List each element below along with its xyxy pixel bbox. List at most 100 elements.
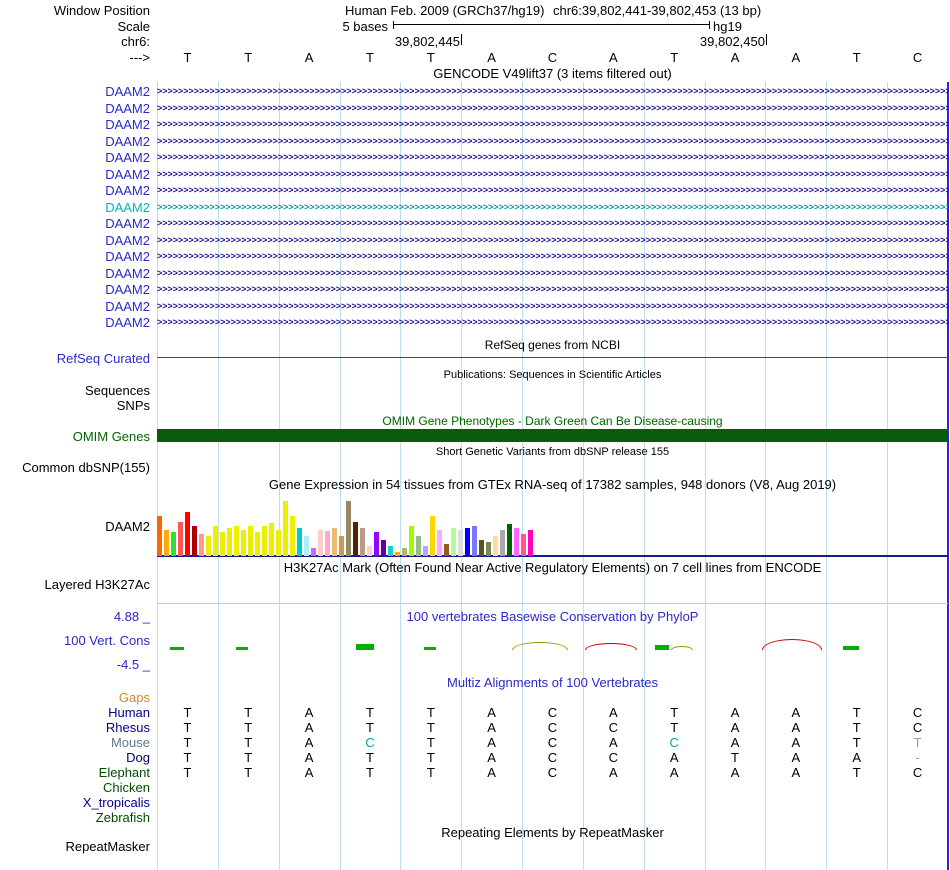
gtex-expression-bar[interactable]	[199, 534, 204, 556]
omim-track-title[interactable]: OMIM Gene Phenotypes - Dark Green Can Be…	[382, 414, 723, 428]
gtex-expression-bar[interactable]	[479, 540, 484, 556]
gtex-gene-label[interactable]: DAAM2	[105, 519, 150, 534]
gencode-gene-label[interactable]: DAAM2	[105, 298, 150, 314]
gtex-expression-bar[interactable]	[304, 536, 309, 556]
gtex-expression-bar[interactable]	[409, 526, 414, 556]
gtex-expression-bar[interactable]	[276, 530, 281, 556]
multiz-species-label[interactable]: X_tropicalis	[82, 795, 150, 810]
gencode-gene-label[interactable]: DAAM2	[105, 84, 150, 99]
gtex-expression-bar[interactable]	[402, 548, 407, 556]
refseq-track-title[interactable]: RefSeq genes from NCBI	[484, 338, 621, 352]
transcript-arrows[interactable]: >>>>>>>>>>>>>>>>>>>>>>>>>>>>>>>>>>>>>>>>…	[157, 267, 948, 278]
gtex-expression-bar[interactable]	[157, 516, 162, 556]
multiz-species-label[interactable]: Mouse	[110, 735, 150, 750]
multiz-species-label[interactable]: Gaps	[118, 690, 150, 705]
gencode-gene-label[interactable]: DAAM2	[105, 249, 150, 264]
transcript-arrows[interactable]: >>>>>>>>>>>>>>>>>>>>>>>>>>>>>>>>>>>>>>>>…	[157, 234, 948, 245]
multiz-species-label[interactable]: Zebrafish	[95, 810, 150, 825]
multiz-species-label[interactable]: Human	[108, 705, 150, 720]
gtex-expression-bar[interactable]	[423, 546, 428, 556]
dbsnp-track-title[interactable]: Short Genetic Variants from dbSNP releas…	[435, 446, 670, 458]
gtex-expression-bar[interactable]	[521, 534, 526, 556]
conservation-track-title[interactable]: 100 vertebrates Basewise Conservation by…	[406, 609, 699, 624]
gtex-expression-bar[interactable]	[185, 512, 190, 556]
transcript-arrows[interactable]: >>>>>>>>>>>>>>>>>>>>>>>>>>>>>>>>>>>>>>>>…	[157, 284, 948, 294]
gtex-expression-bar[interactable]	[318, 530, 323, 556]
gtex-expression-bar[interactable]	[360, 528, 365, 556]
transcript-arrows[interactable]: >>>>>>>>>>>>>>>>>>>>>>>>>>>>>>>>>>>>>>>>…	[157, 201, 948, 212]
gtex-expression-bar[interactable]	[255, 532, 260, 556]
gencode-gene-label[interactable]: DAAM2	[105, 315, 150, 330]
gencode-gene-label[interactable]: DAAM2	[105, 100, 150, 116]
gtex-expression-bar[interactable]	[367, 546, 372, 556]
gtex-expression-bar[interactable]	[248, 526, 253, 556]
gtex-expression-bar[interactable]	[416, 536, 421, 556]
gtex-expression-bar[interactable]	[353, 522, 358, 556]
gencode-track-title[interactable]: GENCODE V49lift37 (3 items filtered out)	[433, 66, 672, 81]
gtex-expression-bar[interactable]	[374, 532, 379, 556]
transcript-arrows[interactable]: >>>>>>>>>>>>>>>>>>>>>>>>>>>>>>>>>>>>>>>>…	[157, 218, 948, 228]
multiz-species-label[interactable]: Elephant	[98, 765, 150, 780]
gtex-expression-bar[interactable]	[430, 516, 435, 556]
publications-track-title[interactable]: Publications: Sequences in Scientific Ar…	[443, 369, 662, 381]
gencode-gene-label[interactable]: DAAM2	[105, 199, 150, 215]
h3k27ac-label[interactable]: Layered H3K27Ac	[44, 577, 150, 592]
gtex-expression-bar[interactable]	[332, 528, 337, 556]
transcript-arrows[interactable]: >>>>>>>>>>>>>>>>>>>>>>>>>>>>>>>>>>>>>>>>…	[157, 102, 948, 113]
gtex-expression-bar[interactable]	[346, 501, 351, 556]
gtex-expression-bar[interactable]	[297, 528, 302, 556]
gtex-expression-bar[interactable]	[283, 501, 288, 556]
gtex-expression-bar[interactable]	[500, 530, 505, 556]
gencode-gene-label[interactable]: DAAM2	[105, 117, 150, 132]
conservation-label[interactable]: 100 Vert. Cons	[64, 633, 150, 648]
gtex-expression-bar[interactable]	[444, 544, 449, 556]
transcript-arrows[interactable]: >>>>>>>>>>>>>>>>>>>>>>>>>>>>>>>>>>>>>>>>…	[157, 152, 948, 162]
transcript-arrows[interactable]: >>>>>>>>>>>>>>>>>>>>>>>>>>>>>>>>>>>>>>>>…	[157, 300, 948, 311]
gtex-expression-bar[interactable]	[164, 530, 169, 556]
gtex-expression-bar[interactable]	[451, 528, 456, 556]
gtex-expression-bar[interactable]	[192, 526, 197, 556]
repeatmasker-track-title[interactable]: Repeating Elements by RepeatMasker	[441, 825, 664, 840]
gencode-gene-label[interactable]: DAAM2	[105, 265, 150, 281]
gtex-expression-bar[interactable]	[269, 523, 274, 556]
sequences-label[interactable]: Sequences	[84, 383, 150, 398]
gencode-gene-label[interactable]: DAAM2	[105, 133, 150, 149]
refseq-curated-label[interactable]: RefSeq Curated	[56, 351, 150, 366]
multiz-species-label[interactable]: Rhesus	[105, 720, 150, 735]
gencode-gene-label[interactable]: DAAM2	[105, 282, 150, 297]
gtex-expression-bar[interactable]	[514, 528, 519, 556]
gtex-expression-bar[interactable]	[381, 540, 386, 556]
gtex-expression-bar[interactable]	[262, 526, 267, 556]
gencode-gene-label[interactable]: DAAM2	[105, 150, 150, 165]
omim-genes-label[interactable]: OMIM Genes	[72, 429, 150, 444]
gtex-expression-bar[interactable]	[395, 552, 400, 556]
gtex-expression-bar[interactable]	[290, 516, 295, 556]
gtex-expression-bar[interactable]	[437, 530, 442, 556]
gtex-expression-bar[interactable]	[241, 530, 246, 556]
gencode-gene-label[interactable]: DAAM2	[105, 183, 150, 198]
transcript-arrows[interactable]: >>>>>>>>>>>>>>>>>>>>>>>>>>>>>>>>>>>>>>>>…	[157, 185, 948, 195]
multiz-species-label[interactable]: Chicken	[103, 780, 150, 795]
transcript-arrows[interactable]: >>>>>>>>>>>>>>>>>>>>>>>>>>>>>>>>>>>>>>>>…	[157, 317, 948, 327]
gtex-track-title[interactable]: Gene Expression in 54 tissues from GTEx …	[268, 477, 837, 492]
gencode-gene-label[interactable]: DAAM2	[105, 216, 150, 231]
gtex-expression-bar[interactable]	[234, 526, 239, 556]
gtex-expression-bar[interactable]	[465, 528, 470, 556]
gtex-expression-bar[interactable]	[206, 536, 211, 556]
transcript-arrows[interactable]: >>>>>>>>>>>>>>>>>>>>>>>>>>>>>>>>>>>>>>>>…	[157, 251, 948, 261]
gtex-expression-bar[interactable]	[486, 542, 491, 556]
repeatmasker-label[interactable]: RepeatMasker	[65, 839, 150, 854]
transcript-arrows[interactable]: >>>>>>>>>>>>>>>>>>>>>>>>>>>>>>>>>>>>>>>>…	[157, 135, 948, 146]
transcript-arrows[interactable]: >>>>>>>>>>>>>>>>>>>>>>>>>>>>>>>>>>>>>>>>…	[157, 119, 948, 129]
gtex-expression-bar[interactable]	[325, 531, 330, 556]
gtex-expression-bar[interactable]	[528, 530, 533, 556]
refseq-track-line[interactable]	[157, 357, 948, 358]
multiz-species-label[interactable]: Dog	[126, 750, 150, 765]
gtex-expression-bar[interactable]	[178, 522, 183, 556]
h3k27ac-track-title[interactable]: H3K27Ac Mark (Often Found Near Active Re…	[283, 560, 822, 575]
gtex-expression-bar[interactable]	[493, 536, 498, 556]
gtex-expression-bar[interactable]	[458, 530, 463, 556]
gtex-expression-bar[interactable]	[311, 548, 316, 556]
gtex-expression-bar[interactable]	[388, 546, 393, 556]
multiz-track-title[interactable]: Multiz Alignments of 100 Vertebrates	[446, 675, 658, 690]
